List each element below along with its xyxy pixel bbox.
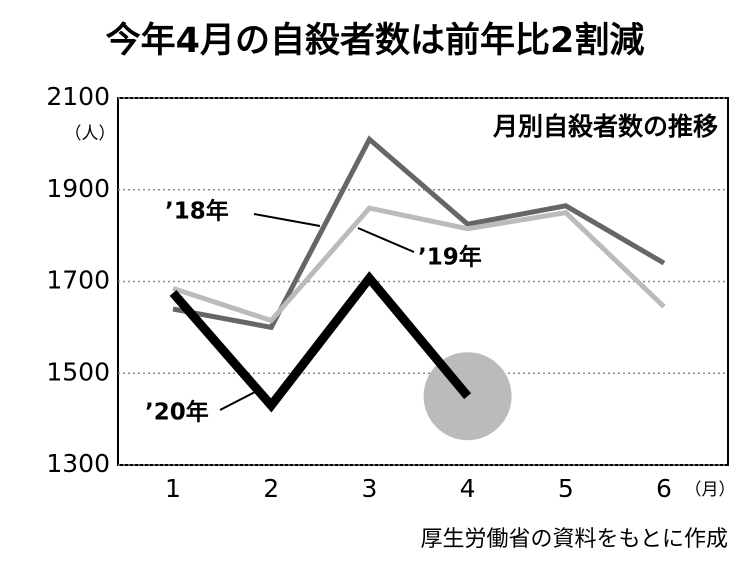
series-line (169, 271, 472, 413)
source-note: 厚生労働省の資料をもとに作成 (420, 527, 728, 552)
x-tick-label: 3 (361, 474, 377, 503)
series-line (172, 135, 666, 331)
y-axis-unit: （人） (65, 124, 116, 144)
leader-line (253, 213, 321, 227)
series-label: ’18年 (165, 198, 229, 225)
leader-line (357, 227, 415, 253)
x-tick-label: 5 (558, 474, 574, 503)
y-tick-label: 1700 (46, 266, 110, 295)
series-line (172, 205, 666, 324)
series-label: ’20年 (145, 399, 209, 426)
chart-title: 今年4月の自殺者数は前年比2割減 (106, 21, 645, 61)
y-tick-label: 1500 (46, 357, 110, 386)
chart-subtitle: 月別自殺者数の推移 (492, 112, 718, 141)
x-axis-unit: （月） (685, 480, 736, 500)
series-label: ’19年 (418, 244, 482, 271)
y-tick-label: 2100 (46, 82, 110, 111)
x-tick-label: 2 (263, 474, 279, 503)
y-tick-label: 1900 (46, 174, 110, 203)
x-tick-label: 1 (165, 474, 181, 503)
x-tick-label: 6 (656, 474, 672, 503)
y-tick-label: 1300 (46, 449, 110, 478)
x-tick-label: 4 (460, 474, 476, 503)
leader-line (219, 391, 256, 411)
